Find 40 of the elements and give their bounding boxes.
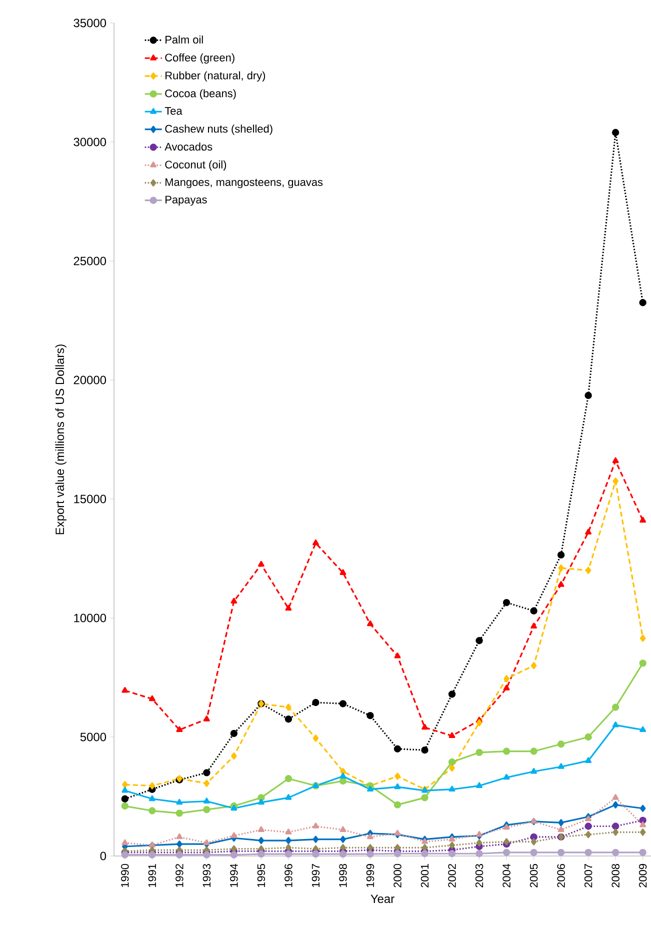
x-axis-title: Year: [370, 894, 394, 904]
x-tick-label: 2005: [530, 864, 538, 888]
legend-label: Palm oil: [165, 36, 203, 44]
x-tick-label: 2006: [557, 864, 565, 888]
x-tick-label: 2002: [448, 864, 456, 888]
y-tick-label: 35000: [74, 18, 106, 28]
legend-label: Papayas: [165, 196, 207, 206]
legend-label: Coffee (green): [165, 53, 234, 64]
y-tick-label: 10000: [74, 614, 106, 622]
x-tick-label: 2003: [475, 864, 484, 888]
y-tick-label: 30000: [74, 138, 106, 146]
y-tick-label: 25000: [74, 256, 106, 266]
legend-label: Tea: [164, 107, 182, 115]
legend-label: Avocados: [164, 142, 212, 151]
y-tick-label: 15000: [74, 494, 106, 504]
x-tick-label: 1993: [202, 864, 210, 888]
legend-label: Cashew nuts (shelled): [165, 124, 272, 135]
y-tick-label: 20000: [74, 376, 106, 384]
x-tick-label: 2001: [420, 864, 429, 888]
legend-label: Cocoa (beans): [165, 89, 236, 100]
y-tick-label: 5000: [80, 732, 106, 742]
legend-label: Rubber (natural, dry): [165, 71, 265, 82]
legend-label: Mangoes, mangosteens, guavas: [165, 178, 322, 188]
x-tick-label: 1994: [230, 864, 238, 888]
x-tick-label: 1998: [339, 864, 347, 888]
x-tick-label: 2007: [584, 864, 592, 888]
x-tick-label: 1995: [257, 864, 265, 888]
x-tick-label: 1991: [148, 864, 156, 888]
x-tick-label: 2008: [612, 864, 620, 888]
y-axis-title: Export value (millions of US Dollars): [55, 344, 66, 534]
x-tick-label: 1999: [366, 864, 374, 888]
y-tick-label: 0: [100, 852, 106, 860]
x-tick-label: 2009: [638, 864, 647, 888]
x-tick-label: 1997: [312, 864, 320, 888]
x-tick-label: 2004: [502, 864, 510, 888]
legend-label: Coconut (oil): [165, 160, 226, 171]
x-tick-label: 1992: [175, 864, 184, 888]
x-tick-label: 1990: [120, 864, 129, 888]
x-tick-label: 2000: [394, 864, 402, 888]
x-tick-label: 1996: [284, 864, 292, 888]
